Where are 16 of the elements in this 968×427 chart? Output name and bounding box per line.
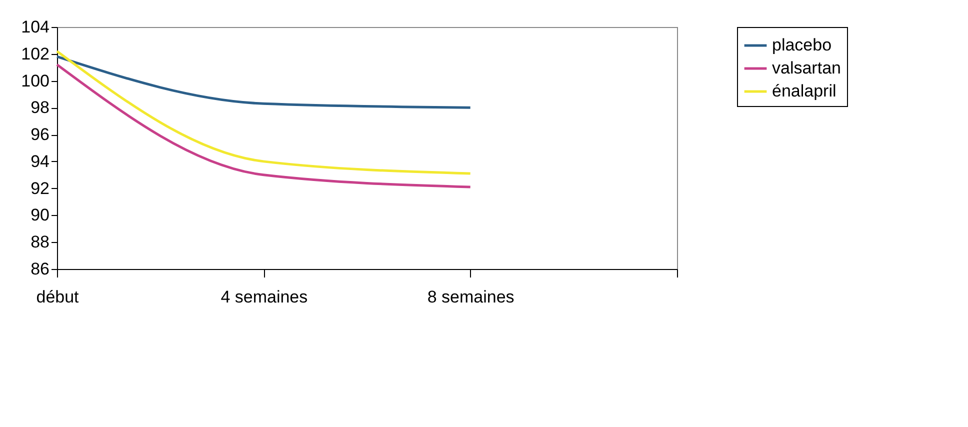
y-tick-label: 90 (30, 206, 50, 225)
y-tick-label: 86 (30, 260, 50, 278)
x-tick-label: 8 semaines (427, 288, 514, 306)
x-tick-label: début (36, 288, 80, 306)
legend-label: énalapril (772, 82, 836, 100)
legend-label: placebo (772, 36, 832, 54)
y-tick-label: 100 (21, 71, 50, 90)
x-tick-label: 4 semaines (220, 288, 308, 306)
y-tick-label: 104 (21, 18, 50, 36)
legend-label: valsartan (772, 58, 841, 78)
y-tick-label: 92 (30, 178, 50, 198)
y-tick-label: 88 (30, 232, 50, 252)
y-tick-label: 94 (30, 152, 50, 171)
y-tick-label: 102 (21, 44, 50, 64)
y-tick-label: 96 (30, 125, 50, 144)
y-tick-label: 98 (30, 98, 50, 118)
